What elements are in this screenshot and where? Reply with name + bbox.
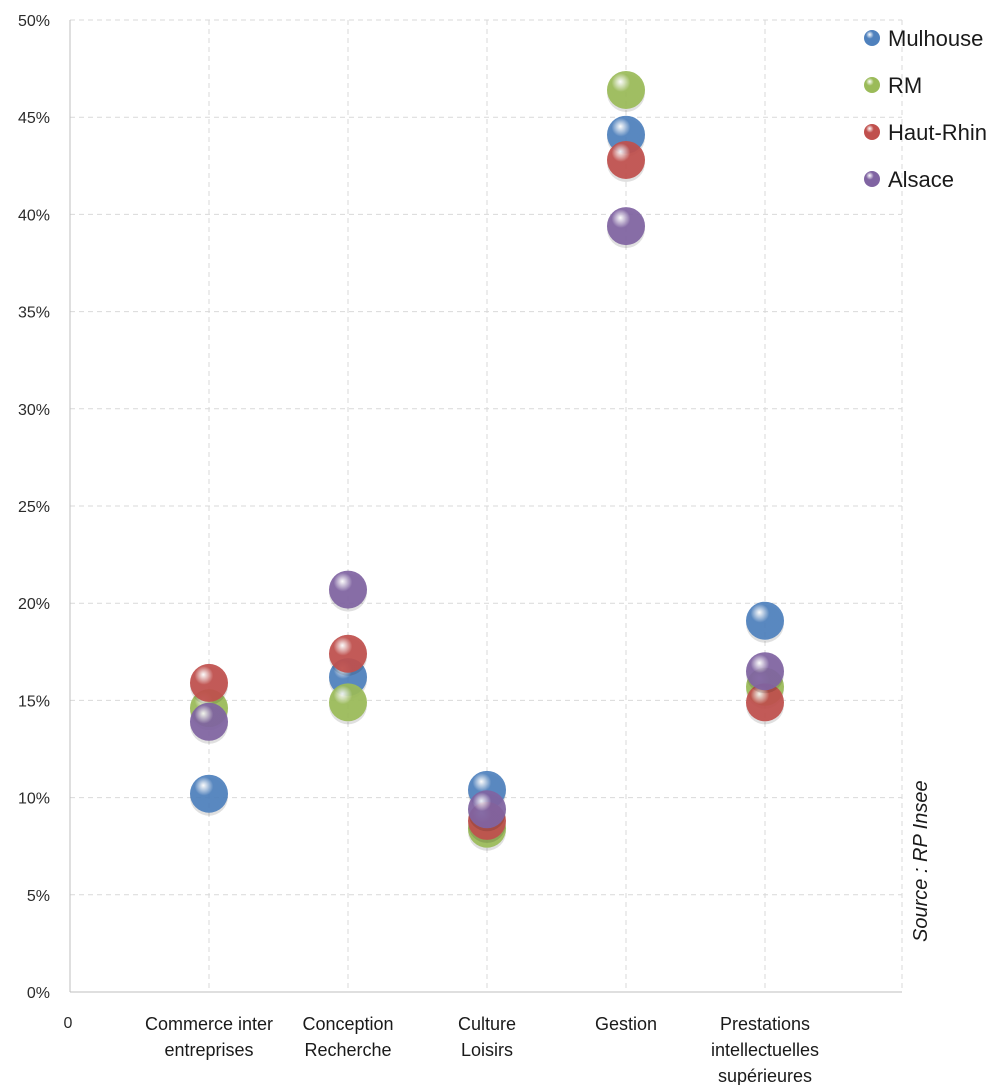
y-tick-label: 0% — [27, 985, 50, 1002]
x-category-line: Gestion — [595, 1014, 657, 1034]
x-axis: 0 Commerce inter entreprises Conception Rech… — [64, 991, 902, 1085]
x-category-line: Culture — [458, 1014, 516, 1034]
legend-marker — [864, 171, 880, 187]
data-point — [607, 140, 645, 179]
legend-item: RM — [864, 73, 922, 98]
x-category-label: Conception Recherche — [302, 1014, 393, 1060]
legend-marker — [864, 30, 880, 46]
legend-item: Haut-Rhin — [864, 120, 987, 145]
legend-item: Alsace — [864, 167, 954, 192]
point-alsace — [607, 207, 645, 249]
data-point — [190, 774, 228, 813]
x-category-line: Recherche — [304, 1040, 391, 1060]
point-alsace — [468, 790, 506, 832]
x-category-label: Culture Loisirs — [458, 1014, 516, 1060]
x-category-line: Commerce inter — [145, 1014, 273, 1034]
y-tick-label: 40% — [18, 207, 50, 224]
point-haut-rhin — [190, 663, 228, 705]
point-mulhouse — [190, 774, 228, 816]
legend-label: RM — [888, 73, 922, 98]
legend-marker — [864, 124, 880, 140]
point-rm — [329, 683, 367, 725]
data-point — [329, 683, 367, 722]
y-tick-label: 50% — [18, 13, 50, 30]
point-haut-rhin — [329, 634, 367, 676]
y-tick-label: 20% — [18, 596, 50, 613]
data-point — [746, 683, 784, 722]
y-tick-label: 10% — [18, 791, 50, 808]
y-tick-label: 30% — [18, 402, 50, 419]
data-point — [746, 601, 784, 640]
data-point — [468, 790, 506, 829]
x-category-line: supérieures — [718, 1066, 812, 1085]
x-category-line: Conception — [302, 1014, 393, 1034]
legend-marker — [864, 77, 880, 93]
y-tick-label: 15% — [18, 693, 50, 710]
y-tick-label: 25% — [18, 499, 50, 516]
data-point — [607, 70, 645, 109]
data-point — [746, 652, 784, 691]
x-category-line: entreprises — [164, 1040, 253, 1060]
y-axis: 0% 5% 10% 15% 20% 25% 30% 35% 40% 45% 50% — [18, 13, 71, 1002]
x-category-label: Commerce inter entreprises — [145, 1014, 273, 1060]
point-mulhouse — [746, 601, 784, 643]
x-category-line: Prestations — [720, 1014, 810, 1034]
point-alsace — [746, 652, 784, 694]
x-category-line: intellectuelles — [711, 1040, 819, 1060]
point-rm — [607, 70, 645, 112]
legend-label: Mulhouse — [888, 26, 983, 51]
point-alsace — [329, 570, 367, 612]
chart-points — [190, 70, 784, 851]
x-origin-label: 0 — [64, 1015, 73, 1032]
data-point — [329, 634, 367, 673]
point-haut-rhin — [607, 140, 645, 182]
data-point — [607, 207, 645, 246]
x-category-line: Loisirs — [461, 1040, 513, 1060]
point-alsace — [190, 702, 228, 744]
data-point — [329, 570, 367, 609]
data-point — [190, 663, 228, 702]
x-category-label: Gestion — [595, 1014, 657, 1034]
legend-label: Haut-Rhin — [888, 120, 987, 145]
legend-label: Alsace — [888, 167, 954, 192]
source-note: Source : RP Insee — [910, 780, 932, 942]
x-category-label: Prestations intellectuelles supérieures — [711, 1014, 819, 1085]
y-tick-label: 45% — [18, 110, 50, 127]
legend-item: Mulhouse — [864, 26, 983, 51]
y-tick-label: 35% — [18, 305, 50, 322]
chart-legend: Mulhouse RM Haut-Rhin Alsace — [864, 26, 987, 192]
y-tick-label: 5% — [27, 888, 50, 905]
data-point — [190, 702, 228, 741]
point-haut-rhin — [746, 683, 784, 725]
